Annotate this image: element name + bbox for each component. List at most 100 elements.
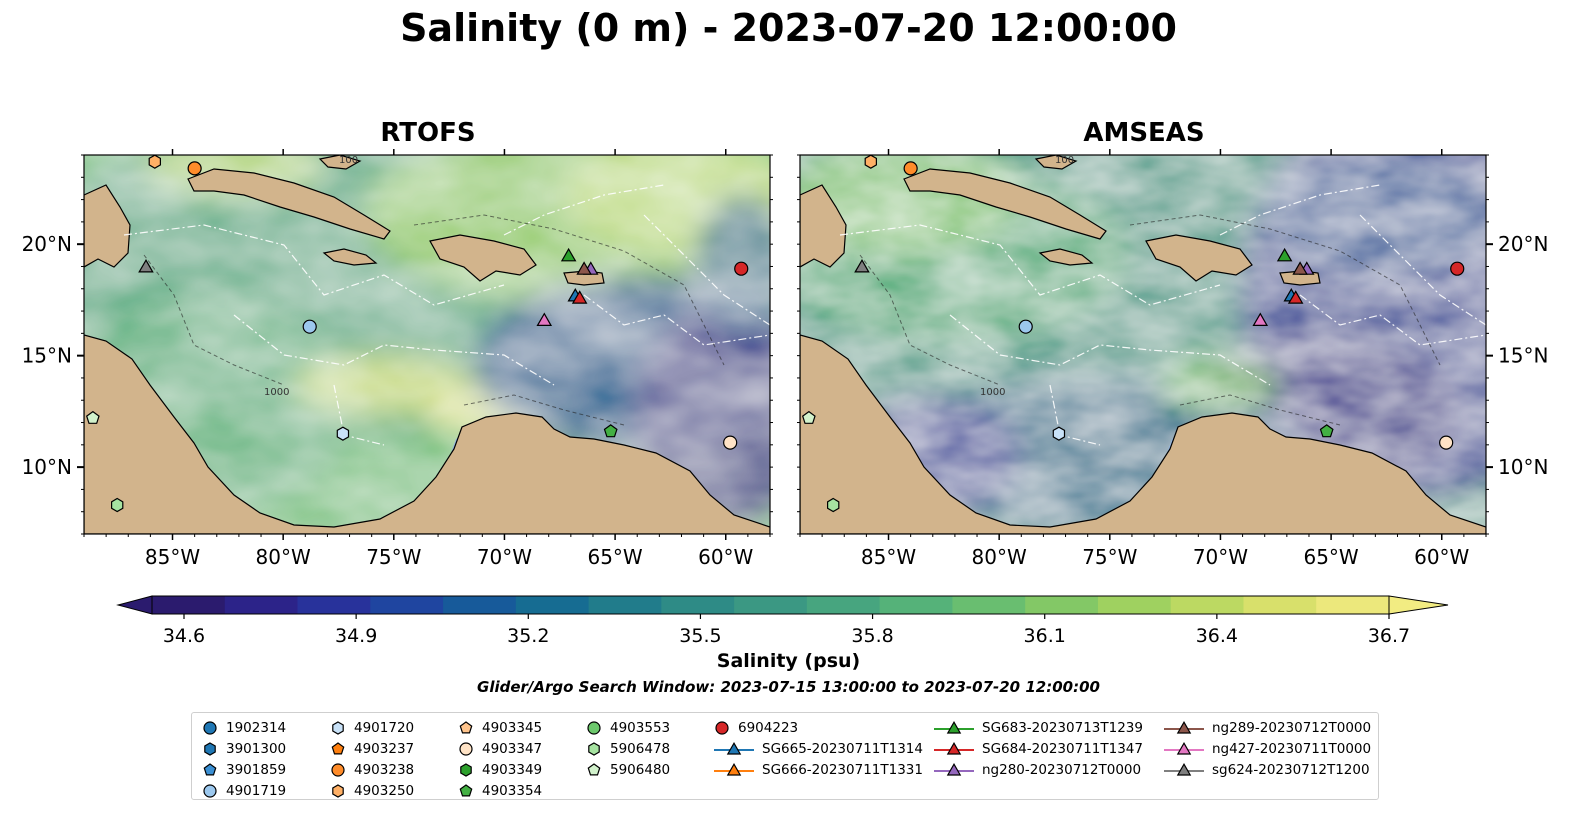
x-tick-label: 65°W — [1303, 545, 1358, 569]
y-tick-label: 15°N — [22, 344, 72, 368]
land-mass — [1145, 234, 1253, 282]
legend-item: 4903347 — [458, 738, 542, 759]
x-tick-label: 60°W — [1414, 545, 1469, 569]
bathymetry-contour — [463, 394, 625, 426]
colorbar-segment — [734, 596, 808, 614]
legend-label: ng427-20230711T0000 — [1212, 740, 1372, 757]
platform-marker-ng289-20230712T0000 — [576, 261, 592, 275]
colorbar-tick-label: 34.6 — [163, 625, 205, 647]
legend-column: ng289-20230712T0000 ng427-20230711T0000 sg… — [1164, 717, 1371, 780]
legend-item: 6904223 — [714, 717, 923, 738]
legend-marker — [946, 720, 962, 734]
platform-marker-SG684-20230711T1347 — [1287, 290, 1304, 304]
legend-label: sg624-20230712T1200 — [1212, 761, 1370, 778]
platform-marker-ng427-20230711T0000 — [536, 312, 553, 326]
legend-marker — [460, 762, 472, 777]
legend-marker-pentagon-icon — [203, 762, 217, 775]
platform-marker-sg624-20230712T1200 — [854, 258, 870, 273]
legend-item: SG666-20230711T1331 — [714, 759, 923, 780]
panel-title-amseas: AMSEAS — [1083, 118, 1205, 148]
colorbar-segment — [588, 596, 662, 614]
map-panel-rtofs: 1000 100 85°W 80°W 75°W 70°W 65°W 60°W 20°N 15°N 1… — [22, 149, 773, 569]
legend-item: 4903345 — [458, 717, 542, 738]
colorbar-label: Salinity (psu) — [716, 650, 861, 672]
legend-marker — [726, 741, 742, 755]
platform-marker-5906478 — [827, 497, 840, 513]
x-tick-label: 70°W — [1193, 545, 1248, 569]
legend-column: 4901720 4903237 4903238 4903250 — [330, 717, 414, 801]
x-tick-label: 70°W — [477, 545, 532, 569]
y-tick-label: 20°N — [22, 232, 72, 256]
eez-boundary — [643, 214, 770, 326]
legend-marker — [459, 783, 473, 796]
contour-label: 100 — [339, 155, 358, 166]
legend-marker-hexagon-icon — [588, 741, 600, 756]
legend-label: SG665-20230711T1314 — [762, 740, 923, 757]
colorbar-tick-label: 35.5 — [679, 625, 721, 647]
legend-label: SG666-20230711T1331 — [762, 761, 923, 778]
legend-item: 4903354 — [458, 780, 542, 801]
legend-label: 4901719 — [226, 782, 287, 799]
legend-column: 4903553 5906478 5906480 — [586, 717, 670, 780]
legend-marker-pentagon-icon — [459, 720, 473, 733]
colorbar-segment — [1316, 596, 1390, 614]
legend-marker-triangle-icon — [1164, 762, 1204, 776]
legend-item: 1902314 — [202, 717, 286, 738]
legend-column: 4903345 4903347 4903349 4903354 — [458, 717, 542, 801]
platform-marker-4901720 — [1052, 426, 1066, 441]
y-tick-label: 10°N — [1498, 455, 1548, 479]
legend-label: 6904223 — [738, 719, 799, 736]
land-mass — [1038, 248, 1094, 266]
colorbar-tick-label: 35.8 — [851, 625, 893, 647]
x-tick-label: 85°W — [861, 545, 916, 569]
legend-item: 3901859 — [202, 759, 286, 780]
legend-item: 3901300 — [202, 738, 286, 759]
legend-label: 3901300 — [226, 740, 287, 757]
legend-label: 4901720 — [354, 719, 415, 736]
bathymetry-contour — [1129, 214, 1441, 366]
legend-label: 4903345 — [482, 719, 543, 736]
land-mass — [318, 155, 362, 170]
legend-item: 4903250 — [330, 780, 414, 801]
platform-marker-4903238 — [903, 161, 918, 176]
legend-item: 4903553 — [586, 717, 670, 738]
eez-boundary — [839, 224, 1221, 306]
x-tick-label: 80°W — [256, 545, 311, 569]
legend-marker — [203, 762, 217, 775]
legend-column: SG683-20230713T1239 SG684-20230711T1347 ng… — [934, 717, 1143, 780]
x-tick-label: 65°W — [587, 545, 642, 569]
platform-marker-5906480 — [801, 410, 816, 424]
legend-marker-hexagon-icon — [460, 762, 472, 777]
legend-label: 4903250 — [354, 782, 415, 799]
legend-label: 5906478 — [610, 740, 671, 757]
x-tick-label: 75°W — [366, 545, 421, 569]
land-mass — [800, 184, 847, 268]
land-mass — [84, 184, 131, 268]
eez-boundary — [583, 294, 770, 346]
legend-column: 1902314 3901300 3901859 4901719 — [202, 717, 286, 801]
land-mass — [903, 168, 1107, 240]
platform-marker-4901719 — [302, 319, 317, 334]
legend-marker — [715, 720, 729, 735]
legend-marker — [459, 720, 473, 733]
platform-marker-4901719 — [1018, 319, 1033, 334]
legend-label: 3901859 — [226, 761, 287, 778]
legend-item: 5906478 — [586, 738, 670, 759]
platform-marker-SG684-20230711T1347 — [571, 290, 588, 304]
legend-marker-triangle-icon — [934, 720, 974, 734]
colorbar-segment — [152, 596, 226, 614]
contour-label: 100 — [1055, 155, 1074, 166]
panel-title-rtofs: RTOFS — [380, 118, 476, 148]
eez-boundary — [1299, 294, 1486, 346]
land-mass — [429, 234, 537, 282]
colorbar: 34.6 34.9 35.2 35.5 35.8 36.1 36.4 36.7 — [116, 595, 1449, 647]
legend-label: 4903238 — [354, 761, 415, 778]
platform-legend: 1902314 3901300 3901859 4901719 4901720 49032… — [191, 712, 1379, 800]
legend-marker-pentagon-icon — [459, 783, 473, 796]
legend-marker-hexagon-icon — [332, 783, 344, 798]
colorbar-extend-low — [116, 595, 153, 615]
legend-label: SG684-20230711T1347 — [982, 740, 1143, 757]
land-mass — [322, 248, 378, 266]
legend-marker — [332, 720, 344, 735]
legend-marker — [946, 762, 962, 776]
